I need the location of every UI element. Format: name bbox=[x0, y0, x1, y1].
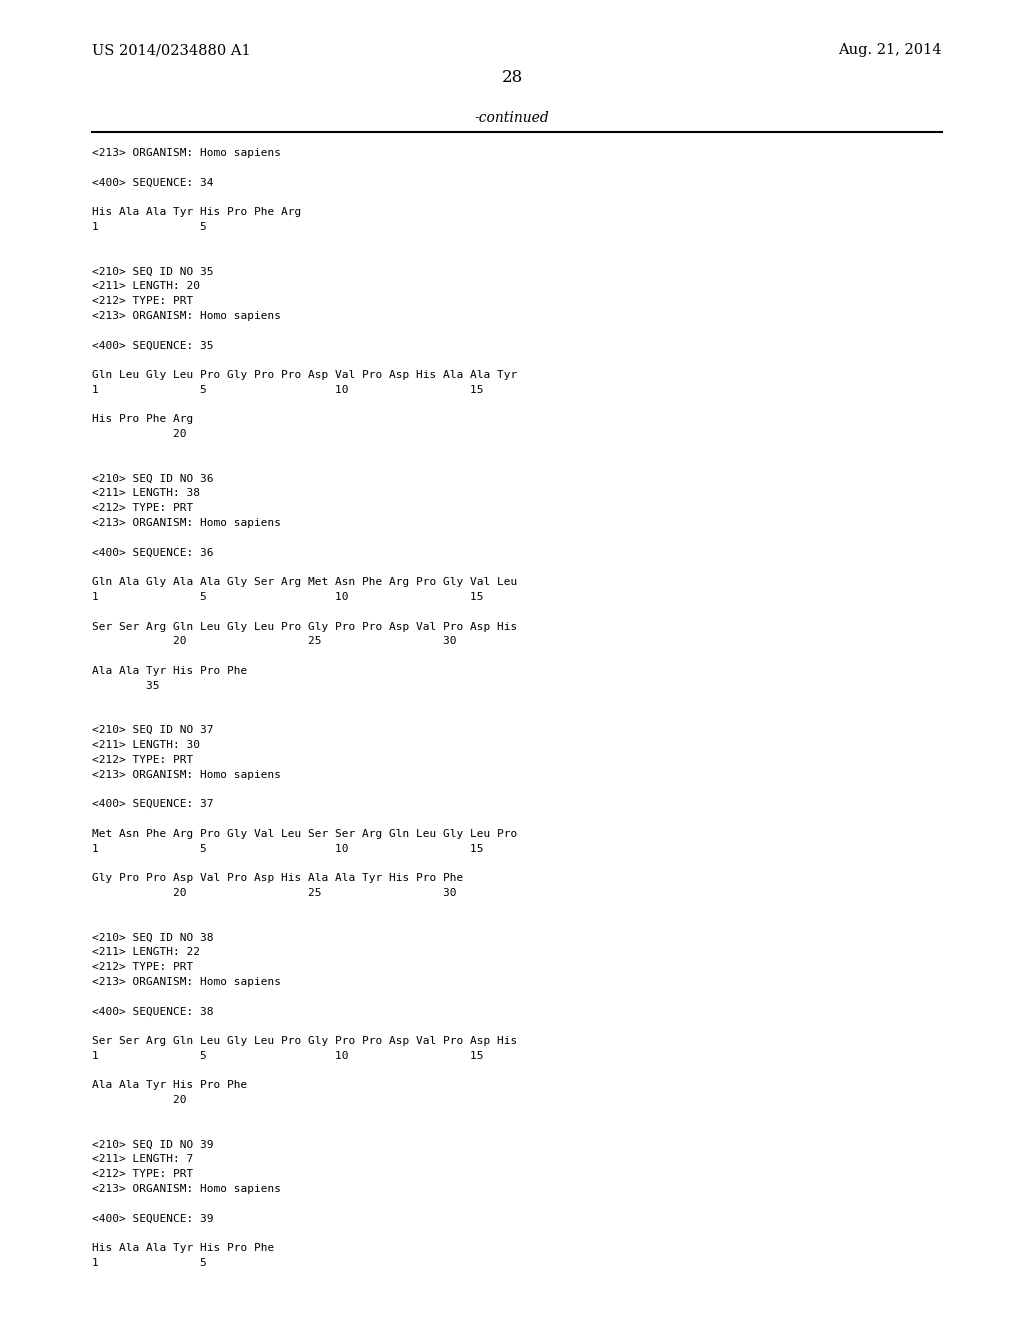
Text: <400> SEQUENCE: 38: <400> SEQUENCE: 38 bbox=[92, 1006, 214, 1016]
Text: His Pro Phe Arg: His Pro Phe Arg bbox=[92, 414, 194, 425]
Text: Aug. 21, 2014: Aug. 21, 2014 bbox=[839, 44, 942, 57]
Text: Ala Ala Tyr His Pro Phe: Ala Ala Tyr His Pro Phe bbox=[92, 667, 248, 676]
Text: <211> LENGTH: 20: <211> LENGTH: 20 bbox=[92, 281, 200, 292]
Text: <210> SEQ ID NO 36: <210> SEQ ID NO 36 bbox=[92, 474, 214, 483]
Text: 28: 28 bbox=[502, 70, 522, 87]
Text: <400> SEQUENCE: 37: <400> SEQUENCE: 37 bbox=[92, 799, 214, 809]
Text: <212> TYPE: PRT: <212> TYPE: PRT bbox=[92, 296, 194, 306]
Text: Met Asn Phe Arg Pro Gly Val Leu Ser Ser Arg Gln Leu Gly Leu Pro: Met Asn Phe Arg Pro Gly Val Leu Ser Ser … bbox=[92, 829, 517, 838]
Text: <212> TYPE: PRT: <212> TYPE: PRT bbox=[92, 755, 194, 764]
Text: <212> TYPE: PRT: <212> TYPE: PRT bbox=[92, 962, 194, 972]
Text: 1               5                   10                  15: 1 5 10 15 bbox=[92, 843, 483, 854]
Text: <211> LENGTH: 7: <211> LENGTH: 7 bbox=[92, 1155, 194, 1164]
Text: <212> TYPE: PRT: <212> TYPE: PRT bbox=[92, 503, 194, 513]
Text: US 2014/0234880 A1: US 2014/0234880 A1 bbox=[92, 44, 251, 57]
Text: <400> SEQUENCE: 39: <400> SEQUENCE: 39 bbox=[92, 1213, 214, 1224]
Text: Ser Ser Arg Gln Leu Gly Leu Pro Gly Pro Pro Asp Val Pro Asp His: Ser Ser Arg Gln Leu Gly Leu Pro Gly Pro … bbox=[92, 1036, 517, 1045]
Text: Gly Pro Pro Asp Val Pro Asp His Ala Ala Tyr His Pro Phe: Gly Pro Pro Asp Val Pro Asp His Ala Ala … bbox=[92, 874, 464, 883]
Text: 1               5                   10                  15: 1 5 10 15 bbox=[92, 591, 483, 602]
Text: Ser Ser Arg Gln Leu Gly Leu Pro Gly Pro Pro Asp Val Pro Asp His: Ser Ser Arg Gln Leu Gly Leu Pro Gly Pro … bbox=[92, 622, 517, 631]
Text: 1               5                   10                  15: 1 5 10 15 bbox=[92, 385, 483, 395]
Text: Ala Ala Tyr His Pro Phe: Ala Ala Tyr His Pro Phe bbox=[92, 1080, 248, 1090]
Text: 1               5: 1 5 bbox=[92, 1258, 207, 1269]
Text: His Ala Ala Tyr His Pro Phe Arg: His Ala Ala Tyr His Pro Phe Arg bbox=[92, 207, 301, 218]
Text: <400> SEQUENCE: 34: <400> SEQUENCE: 34 bbox=[92, 178, 214, 187]
Text: <213> ORGANISM: Homo sapiens: <213> ORGANISM: Homo sapiens bbox=[92, 770, 282, 780]
Text: 20: 20 bbox=[92, 429, 186, 440]
Text: 20                  25                  30: 20 25 30 bbox=[92, 888, 457, 898]
Text: <213> ORGANISM: Homo sapiens: <213> ORGANISM: Homo sapiens bbox=[92, 148, 282, 158]
Text: <210> SEQ ID NO 37: <210> SEQ ID NO 37 bbox=[92, 725, 214, 735]
Text: 35: 35 bbox=[92, 681, 160, 690]
Text: <213> ORGANISM: Homo sapiens: <213> ORGANISM: Homo sapiens bbox=[92, 310, 282, 321]
Text: <210> SEQ ID NO 35: <210> SEQ ID NO 35 bbox=[92, 267, 214, 276]
Text: Gln Ala Gly Ala Ala Gly Ser Arg Met Asn Phe Arg Pro Gly Val Leu: Gln Ala Gly Ala Ala Gly Ser Arg Met Asn … bbox=[92, 577, 517, 587]
Text: <213> ORGANISM: Homo sapiens: <213> ORGANISM: Homo sapiens bbox=[92, 517, 282, 528]
Text: <211> LENGTH: 22: <211> LENGTH: 22 bbox=[92, 948, 200, 957]
Text: <400> SEQUENCE: 35: <400> SEQUENCE: 35 bbox=[92, 341, 214, 350]
Text: 1               5                   10                  15: 1 5 10 15 bbox=[92, 1051, 483, 1061]
Text: <400> SEQUENCE: 36: <400> SEQUENCE: 36 bbox=[92, 548, 214, 557]
Text: <210> SEQ ID NO 39: <210> SEQ ID NO 39 bbox=[92, 1139, 214, 1150]
Text: Gln Leu Gly Leu Pro Gly Pro Pro Asp Val Pro Asp His Ala Ala Tyr: Gln Leu Gly Leu Pro Gly Pro Pro Asp Val … bbox=[92, 370, 517, 380]
Text: <213> ORGANISM: Homo sapiens: <213> ORGANISM: Homo sapiens bbox=[92, 1184, 282, 1195]
Text: 20: 20 bbox=[92, 1096, 186, 1105]
Text: 20                  25                  30: 20 25 30 bbox=[92, 636, 457, 647]
Text: <211> LENGTH: 38: <211> LENGTH: 38 bbox=[92, 488, 200, 499]
Text: 1               5: 1 5 bbox=[92, 222, 207, 232]
Text: <210> SEQ ID NO 38: <210> SEQ ID NO 38 bbox=[92, 932, 214, 942]
Text: <211> LENGTH: 30: <211> LENGTH: 30 bbox=[92, 741, 200, 750]
Text: His Ala Ala Tyr His Pro Phe: His Ala Ala Tyr His Pro Phe bbox=[92, 1243, 274, 1253]
Text: -continued: -continued bbox=[475, 111, 549, 125]
Text: <213> ORGANISM: Homo sapiens: <213> ORGANISM: Homo sapiens bbox=[92, 977, 282, 987]
Text: <212> TYPE: PRT: <212> TYPE: PRT bbox=[92, 1170, 194, 1179]
